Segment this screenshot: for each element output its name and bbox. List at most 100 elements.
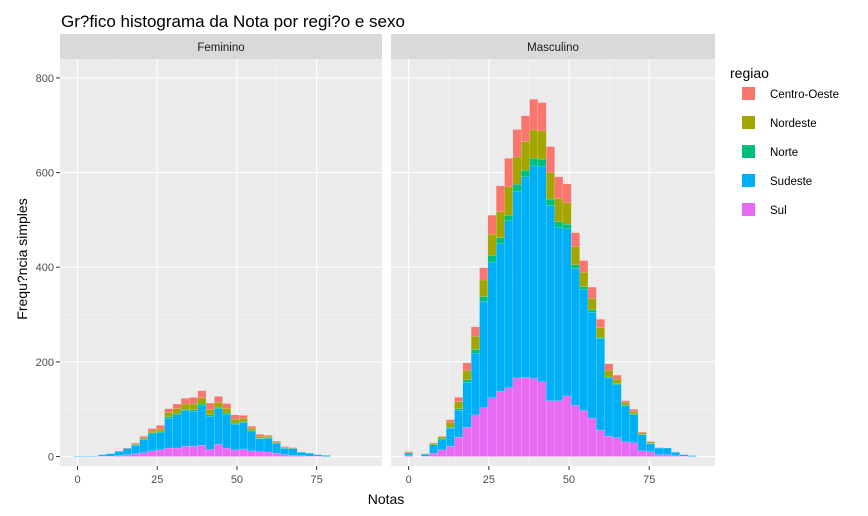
y-axis-title: Frequ?ncia simples bbox=[14, 198, 30, 319]
legend-label-centro-oeste: Centro-Oeste bbox=[770, 89, 839, 101]
bar-nordeste-feminino bbox=[147, 430, 157, 433]
bar-norte-masculino bbox=[487, 255, 497, 263]
bar-nordeste-masculino bbox=[479, 279, 489, 297]
facet-panel-masculino: Masculino 0 25 50 75 bbox=[391, 34, 715, 486]
bar-sudeste-masculino bbox=[529, 165, 539, 379]
bar-sudeste-feminino bbox=[106, 453, 115, 457]
bar-norte-masculino bbox=[562, 224, 572, 230]
bar-nordeste-masculino bbox=[637, 432, 647, 435]
bar-nordeste-feminino bbox=[222, 408, 232, 414]
bar-centro-oeste-masculino bbox=[604, 363, 614, 371]
bar-nordeste-feminino bbox=[172, 408, 182, 414]
bar-sul-feminino bbox=[288, 454, 298, 457]
bar-norte-masculino bbox=[512, 184, 522, 192]
bar-sudeste-masculino bbox=[521, 176, 530, 378]
bar-sul-feminino bbox=[147, 450, 157, 457]
bar-sudeste-feminino bbox=[247, 430, 256, 451]
y-tick-label: 200 bbox=[36, 357, 54, 369]
bar-nordeste-feminino bbox=[156, 428, 165, 433]
bar-sudeste-masculino bbox=[479, 301, 489, 408]
bar-centro-oeste-masculino bbox=[579, 260, 589, 273]
bar-sul-feminino bbox=[272, 453, 281, 457]
facet-strip-label: Masculino bbox=[527, 42, 579, 54]
bar-sul-masculino bbox=[446, 445, 455, 457]
bar-centro-oeste-feminino bbox=[230, 414, 240, 420]
bar-sul-masculino bbox=[629, 442, 639, 457]
bar-norte-masculino bbox=[579, 286, 589, 290]
x-tick-label: 0 bbox=[74, 474, 80, 486]
bar-sul-feminino bbox=[230, 449, 240, 457]
bar-sudeste-feminino bbox=[255, 438, 265, 452]
bar-nordeste-feminino bbox=[164, 412, 173, 417]
bar-norte-masculino bbox=[504, 215, 514, 221]
bar-centro-oeste-masculino bbox=[512, 129, 522, 158]
y-tick-label: 600 bbox=[36, 168, 54, 180]
bar-sul-masculino bbox=[487, 397, 497, 457]
bar-norte-masculino bbox=[612, 383, 622, 385]
x-tick-label: 25 bbox=[483, 474, 495, 486]
bar-norte-feminino bbox=[222, 412, 232, 415]
x-tick-label: 25 bbox=[151, 474, 163, 486]
bar-sul-feminino bbox=[239, 448, 248, 457]
bar-nordeste-masculino bbox=[529, 129, 539, 159]
bar-sudeste-feminino bbox=[230, 424, 240, 451]
bar-sul-masculino bbox=[521, 376, 530, 457]
bar-sudeste-feminino bbox=[164, 418, 173, 449]
bar-centro-oeste-feminino bbox=[247, 426, 256, 429]
bar-nordeste-feminino bbox=[255, 436, 265, 439]
bar-sul-masculino bbox=[604, 436, 614, 457]
bar-centro-oeste-masculino bbox=[612, 375, 622, 380]
bar-sul-feminino bbox=[114, 454, 124, 457]
bar-sudeste-masculino bbox=[454, 410, 463, 438]
bar-sudeste-feminino bbox=[288, 448, 298, 456]
bar-sudeste-feminino bbox=[122, 448, 132, 455]
bar-nordeste-feminino bbox=[139, 437, 149, 440]
bar-centro-oeste-masculino bbox=[596, 319, 605, 328]
bar-centro-oeste-feminino bbox=[139, 436, 149, 438]
bar-sudeste-masculino bbox=[504, 220, 514, 389]
bar-centro-oeste-masculino bbox=[654, 447, 664, 449]
bar-norte-feminino bbox=[181, 409, 190, 411]
bar-nordeste-masculino bbox=[504, 186, 514, 216]
bar-centro-oeste-masculino bbox=[496, 185, 505, 212]
legend-swatch-sul bbox=[742, 203, 755, 216]
legend-label-sul: Sul bbox=[770, 205, 787, 217]
bar-centro-oeste-feminino bbox=[288, 447, 298, 449]
bar-centro-oeste-feminino bbox=[131, 442, 140, 444]
bar-sul-masculino bbox=[504, 387, 514, 457]
bar-sul-feminino bbox=[255, 451, 265, 457]
bar-centro-oeste-masculino bbox=[429, 442, 438, 444]
bar-norte-feminino bbox=[321, 454, 331, 456]
bar-sul-feminino bbox=[122, 454, 132, 457]
bar-sudeste-feminino bbox=[73, 455, 82, 457]
bar-sudeste-feminino bbox=[305, 453, 314, 457]
bar-norte-feminino bbox=[189, 409, 198, 412]
bar-sul-feminino bbox=[297, 455, 306, 457]
bar-sudeste-masculino bbox=[512, 190, 522, 379]
bar-norte-masculino bbox=[587, 309, 597, 313]
bar-centro-oeste-masculino bbox=[646, 441, 655, 443]
bar-sul-feminino bbox=[214, 444, 223, 457]
bar-norte-masculino bbox=[462, 379, 472, 383]
legend: regiao Centro-Oeste Nordeste Norte Sudeste S… bbox=[730, 65, 839, 217]
bar-norte-masculino bbox=[471, 349, 480, 354]
bar-centro-oeste-masculino bbox=[487, 215, 497, 235]
bar-norte-masculino bbox=[479, 296, 489, 302]
legend-label-sudeste: Sudeste bbox=[770, 176, 812, 188]
facet-strip bbox=[391, 34, 715, 59]
bar-nordeste-feminino bbox=[263, 436, 273, 438]
bar-sudeste-feminino bbox=[156, 432, 165, 451]
bar-nordeste-feminino bbox=[272, 441, 281, 443]
bar-sul-masculino bbox=[462, 427, 472, 457]
bar-centro-oeste-masculino bbox=[454, 397, 463, 402]
bar-centro-oeste-feminino bbox=[181, 398, 190, 405]
bar-sul-masculino bbox=[637, 450, 647, 457]
bar-sudeste-masculino bbox=[571, 268, 580, 406]
x-tick-label: 0 bbox=[406, 474, 412, 486]
bar-centro-oeste-masculino bbox=[462, 362, 472, 371]
bar-centro-oeste-feminino bbox=[239, 415, 248, 419]
bar-nordeste-masculino bbox=[612, 379, 622, 384]
bar-sudeste-feminino bbox=[139, 439, 149, 453]
bar-centro-oeste-masculino bbox=[637, 431, 647, 433]
bar-nordeste-masculino bbox=[604, 370, 614, 378]
